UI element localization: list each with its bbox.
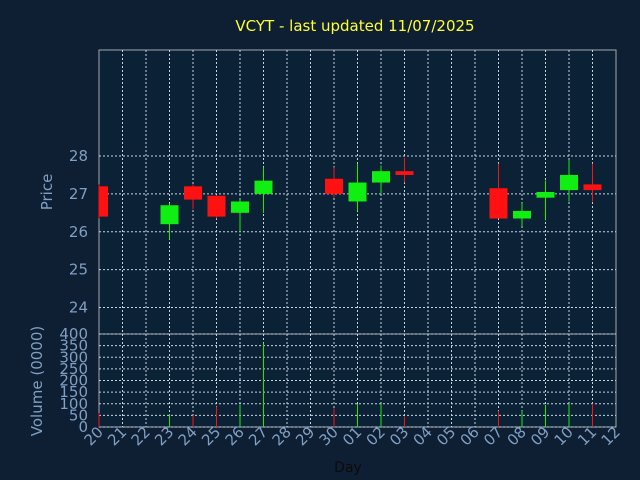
- day-tick-labels: 2021222324252627282930010203040506070809…: [81, 423, 624, 449]
- price-tick-label: 24: [69, 298, 88, 316]
- candle-body: [583, 184, 602, 191]
- price-tick-label: 27: [69, 185, 88, 203]
- candle: [536, 180, 555, 221]
- price-tick-label: 26: [69, 223, 88, 241]
- candle: [560, 159, 578, 202]
- volume-tick-label: 350: [59, 337, 88, 355]
- candle: [325, 167, 343, 198]
- candle-body: [160, 205, 179, 225]
- candle: [489, 163, 508, 219]
- candle: [513, 203, 531, 227]
- candle-body: [231, 201, 249, 213]
- candle-body: [348, 182, 367, 202]
- candle-body: [513, 210, 531, 219]
- candle: [160, 203, 179, 240]
- candle-body: [184, 186, 202, 200]
- candle-body: [536, 192, 555, 198]
- volume-tick-label: 200: [59, 372, 88, 390]
- price-candles: [98, 157, 602, 240]
- volume-tick-label: 100: [59, 395, 88, 413]
- candle-body: [254, 180, 273, 194]
- candle: [207, 195, 226, 219]
- price-axis-label: Price: [38, 174, 56, 211]
- candle-body: [395, 171, 414, 175]
- volume-tick-label: 50: [69, 406, 88, 424]
- candle: [184, 184, 202, 210]
- candle-body: [325, 178, 343, 194]
- candle-body: [99, 186, 108, 217]
- volume-tick-label: 150: [59, 383, 88, 401]
- candle-body: [560, 174, 578, 191]
- volume-axis-label: Volume (0000): [28, 326, 46, 436]
- x-axis-label: Day: [334, 460, 362, 476]
- candle: [372, 165, 390, 194]
- candle-body: [207, 195, 226, 217]
- price-tick-label: 28: [69, 147, 88, 165]
- candle: [98, 184, 108, 219]
- candle: [583, 163, 602, 202]
- chart-title: VCYT - last updated 11/07/2025: [235, 17, 474, 35]
- price-tick-labels: 24 25 26 27 28: [69, 147, 88, 316]
- volume-tick-label: 0: [78, 418, 88, 436]
- price-tick-label: 25: [69, 261, 88, 279]
- candle: [348, 163, 367, 211]
- volume-bars: [98, 343, 593, 427]
- candle-body: [372, 171, 390, 183]
- volume-tick-label: 300: [59, 348, 88, 366]
- candle: [254, 167, 273, 213]
- volume-tick-label: 250: [59, 360, 88, 378]
- volume-tick-label: 400: [59, 325, 88, 343]
- candle: [395, 157, 414, 183]
- candle: [231, 199, 249, 232]
- candle-body: [489, 188, 508, 219]
